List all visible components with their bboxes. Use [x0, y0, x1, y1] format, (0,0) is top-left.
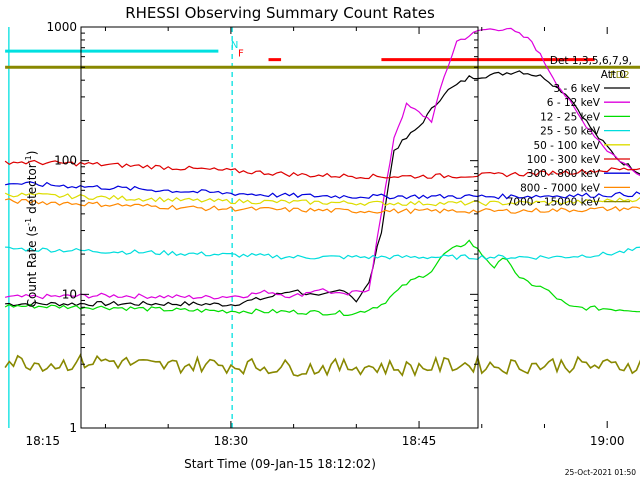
- flag-label-n: N: [231, 40, 238, 51]
- x-axis-title: Start Time (09-Jan-15 18:12:02): [184, 457, 376, 471]
- legend-label-6: 300 - 800 keV: [527, 168, 601, 180]
- y-axis-title-main: Count Rate (s: [25, 226, 39, 308]
- series-line-7-seg-0: [4, 198, 640, 215]
- flag-label-fd2: FD2: [610, 70, 630, 81]
- x-tick-label-2: 18:45: [402, 434, 437, 448]
- series-line-2-seg-0: [4, 239, 640, 316]
- x-tick-label-3: 19:00: [590, 434, 625, 448]
- plot-frame: [80, 26, 479, 429]
- series-layer: [4, 27, 640, 378]
- legend: Det 1,3,5,6,7,9, Att 0 3 - 6 keV 6 - 12 k…: [507, 55, 632, 209]
- legend-label-7: 800 - 7000 keV: [520, 182, 601, 194]
- x-tick-label-1: 18:30: [214, 434, 249, 448]
- y-axis-title-sup1: -1: [24, 218, 33, 226]
- legend-label-8: 7000 - 15000 keV: [507, 197, 601, 209]
- x-tick-label-0: 18:15: [25, 434, 60, 448]
- legend-label-3: 25 - 50 keV: [540, 126, 601, 138]
- legend-header-attenuator: Att 0: [601, 69, 626, 81]
- y-tick-label-3: 1000: [46, 20, 77, 34]
- series-line-0-seg-0: [5, 70, 640, 307]
- legend-label-1: 6 - 12 keV: [547, 97, 601, 109]
- flag-label-f: F: [238, 49, 244, 60]
- series-line-6-seg-0: [4, 181, 640, 200]
- legend-label-0: 3 - 6 keV: [553, 83, 600, 95]
- series-line-1-seg-0: [4, 27, 640, 300]
- series-line-3-seg-0: [5, 246, 640, 261]
- y-axis-title-close: ): [25, 151, 39, 156]
- annotations-layer: NSFFD1FD2: [5, 27, 640, 428]
- y-tick-label-2: 100: [54, 154, 77, 168]
- y-axis-title-mid: detector: [25, 163, 39, 218]
- footer-timestamp: 25-Oct-2021 01:50: [565, 468, 636, 477]
- chart-title: RHESSI Observing Summary Count Rates: [125, 4, 435, 22]
- legend-label-4: 50 - 100 keV: [533, 140, 600, 152]
- series-line-5-seg-0: [4, 159, 640, 180]
- legend-header-detectors: Det 1,3,5,6,7,9,: [550, 55, 632, 67]
- y-tick-label-0: 1: [69, 421, 77, 435]
- y-tick-label-1: 10: [62, 287, 77, 301]
- y-axis-title-sup2: -1: [24, 155, 33, 163]
- series-line-8-seg-0: [4, 353, 640, 378]
- legend-label-5: 100 - 300 keV: [527, 154, 601, 166]
- axes-layer: 18:1518:3018:4519:0019:1519:3019:4511010…: [25, 20, 625, 448]
- series-line-4-seg-0: [4, 192, 640, 207]
- legend-label-2: 12 - 25 keV: [540, 111, 601, 123]
- y-axis-title: Count Rate (s-1 detector-1): [24, 151, 39, 308]
